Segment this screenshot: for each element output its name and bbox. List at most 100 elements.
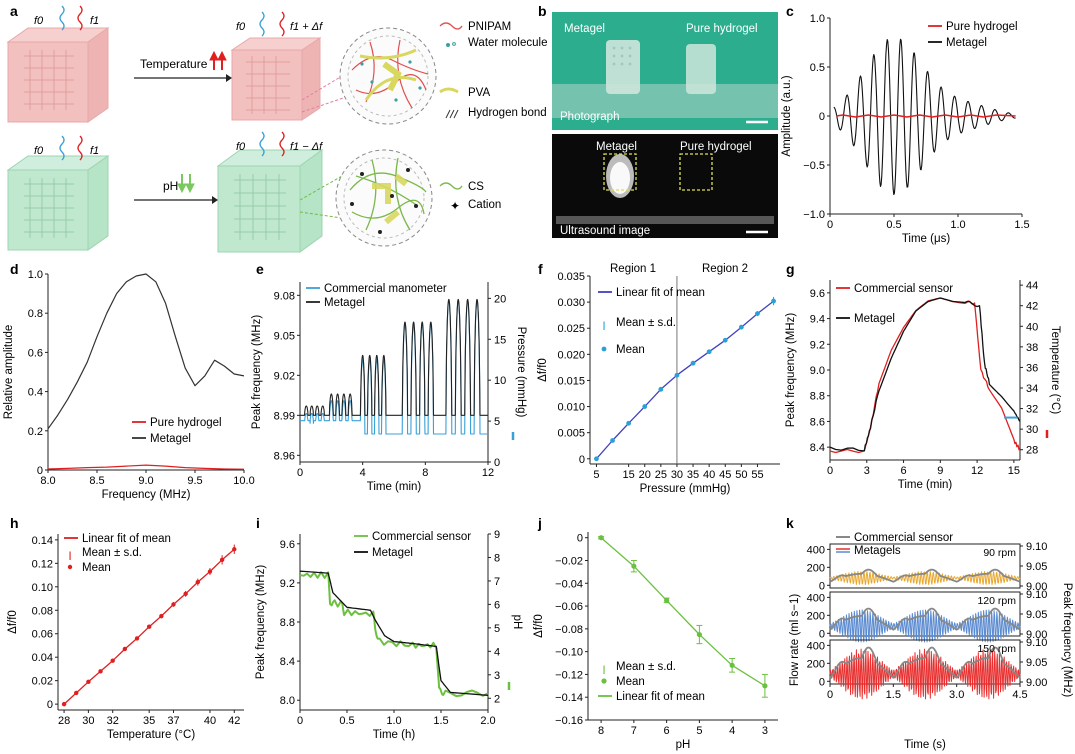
- legend-commercial-sensor: Commercial sensor: [854, 283, 953, 295]
- legend-linear-fit: Linear fit of mean: [616, 287, 705, 299]
- linear-fit-line: [595, 300, 774, 460]
- metagel-line: [829, 648, 1021, 700]
- photo-label-metagel: Metagel: [564, 23, 605, 35]
- y-tick-label: 0.12: [32, 558, 53, 570]
- y-tick-label: 8.8: [280, 617, 295, 629]
- y-tick-label: 0.020: [557, 349, 585, 361]
- y-tick-label: 8.4: [810, 442, 825, 454]
- y-tick-label: 0.4: [28, 387, 43, 399]
- panel-letter-d: d: [10, 261, 19, 277]
- mean-point: [195, 579, 201, 585]
- x-tick-label: 20: [639, 469, 651, 481]
- y-tick-label: 9.05: [274, 330, 295, 342]
- metagel-line: [299, 570, 489, 696]
- y2-tick-label: 5: [494, 623, 500, 635]
- us-caption: Ultrasound image: [560, 225, 650, 237]
- y-tick-label: 0: [37, 465, 43, 477]
- flow-subplot-1: 400 200 0 9.10 9.05 9.00 120 rpm: [807, 589, 1047, 643]
- mean-point: [598, 535, 604, 541]
- y-axis-label: Peak frequency (MHz): [255, 565, 267, 680]
- x-tick-label: 50: [735, 469, 747, 481]
- chart-h-temperature-calibration: 28 30 32 35 37 40 42 Temperature (°C) 0.14 0.12 0.…: [7, 533, 244, 741]
- flow-subplot-2: 400 200 0 9.10 9.05 9.00 150 rpm: [807, 637, 1047, 700]
- y-tick-label: −0.06: [555, 601, 583, 613]
- photo-caption: Photograph: [560, 111, 619, 123]
- legend-pure-hydrogel: Pure hydrogel: [150, 417, 222, 429]
- y2-tick-label: 9.05: [1026, 561, 1047, 573]
- y2-tick-label: 40: [1026, 321, 1038, 333]
- y2-tick-label: 9: [494, 529, 500, 541]
- mean-point: [146, 624, 152, 629]
- y-tick-label: 400: [807, 544, 825, 556]
- y2-axis-label: Temperature (°C): [1049, 326, 1061, 414]
- metagel-line: [829, 297, 1021, 452]
- flow-subplot-0: 400 200 0 9.10 9.05 9.00 90 rpm: [807, 541, 1048, 593]
- x-tick-label: 5: [593, 469, 599, 481]
- x-tick-label: 3: [762, 725, 768, 737]
- x-tick-label: 35: [687, 469, 699, 481]
- y2-tick-label: 4: [494, 646, 500, 658]
- y2-tick-label: 9.00: [1026, 629, 1047, 641]
- region-1-label: Region 1: [610, 263, 656, 275]
- y-tick-label: 9.6: [810, 288, 825, 300]
- f1-label-top-left: f1: [90, 15, 99, 27]
- y2-tick-label: 9.00: [1026, 581, 1047, 593]
- temperature-arrow: Temperature: [134, 50, 232, 82]
- y-tick-label: 0.5: [810, 62, 825, 74]
- metagel-line: [829, 609, 1021, 643]
- y-tick-label: 8.4: [280, 656, 295, 668]
- x-tick-label: 1.0: [950, 219, 965, 231]
- y2-tick-label: 30: [1026, 424, 1038, 436]
- y-tick-label: 1.0: [28, 269, 43, 281]
- legend-mean-marker: [601, 678, 607, 684]
- mean-point: [122, 646, 128, 652]
- y-tick-label: 200: [807, 562, 825, 574]
- y-tick-label: 0: [47, 699, 53, 711]
- x-tick-label: 8.5: [89, 475, 104, 487]
- x-tick-label: 7: [631, 725, 637, 737]
- panel-letter-g: g: [786, 261, 795, 277]
- y-tick-label: 0.025: [557, 323, 585, 335]
- mean-point: [722, 337, 728, 343]
- panel-b-images: Metagel Pure hydrogel Photograph Metagel…: [552, 12, 778, 238]
- metagel-line: [829, 571, 1021, 585]
- y-tick-label: 0.06: [32, 629, 53, 641]
- y-tick-label: 0.035: [557, 271, 585, 283]
- legend-commercial-sensor: Commercial sensor: [854, 532, 953, 544]
- panel-a-legend-bottom: CS ✦ Cation: [439, 181, 501, 213]
- y2-tick-label: 8: [494, 552, 500, 564]
- mean-point: [86, 679, 91, 685]
- y-tick-label: 0.6: [28, 347, 43, 359]
- y-tick-label: 0.14: [32, 535, 53, 547]
- y-tick-label: 400: [807, 640, 825, 652]
- y-tick-label: 8.96: [274, 450, 295, 462]
- mean-point: [219, 557, 225, 563]
- commercial-sensor-line: [829, 607, 1021, 631]
- cs-network-circle: [299, 149, 433, 247]
- up-arrows-icon: [209, 50, 227, 70]
- x-axis-label: Frequency (MHz): [102, 489, 191, 501]
- x-tick-label: 8: [422, 467, 428, 479]
- x-axis-label: Time (h): [373, 729, 416, 741]
- x-tick-label: 0: [827, 465, 833, 477]
- x-axis-label: Time (min): [367, 481, 422, 493]
- mean-point: [61, 701, 67, 707]
- panel-a-legend-top: PNIPAM Water molecule PVA Hydrogen bond: [439, 21, 547, 119]
- mean-point: [610, 438, 615, 443]
- chart-k-flow: 400 200 0 9.10 9.05 9.00 90 rpm 400 200 0 9.10 9.05…: [789, 532, 1073, 751]
- mean-point: [74, 690, 79, 696]
- mean-point: [207, 569, 213, 574]
- y2-tick-label: 38: [1026, 342, 1038, 354]
- x-axis-label: Time (s): [904, 739, 946, 751]
- y-tick-label: −0.12: [555, 669, 583, 681]
- y2-tick-label: 7: [494, 576, 500, 588]
- y-tick-label: 0.08: [32, 605, 53, 617]
- y-axis-label: Peak frequency (MHz): [785, 313, 797, 428]
- f1-label-top-right: f1 + Δf: [290, 21, 323, 33]
- x-tick-label: 4: [360, 467, 366, 479]
- y-tick-label: 0: [577, 533, 583, 545]
- y-tick-label: −0.5: [803, 160, 825, 172]
- legend-water-molecule: Water molecule: [468, 37, 547, 49]
- legend-linear-fit: Linear fit of mean: [616, 691, 705, 703]
- y-tick-label: −0.04: [555, 578, 583, 590]
